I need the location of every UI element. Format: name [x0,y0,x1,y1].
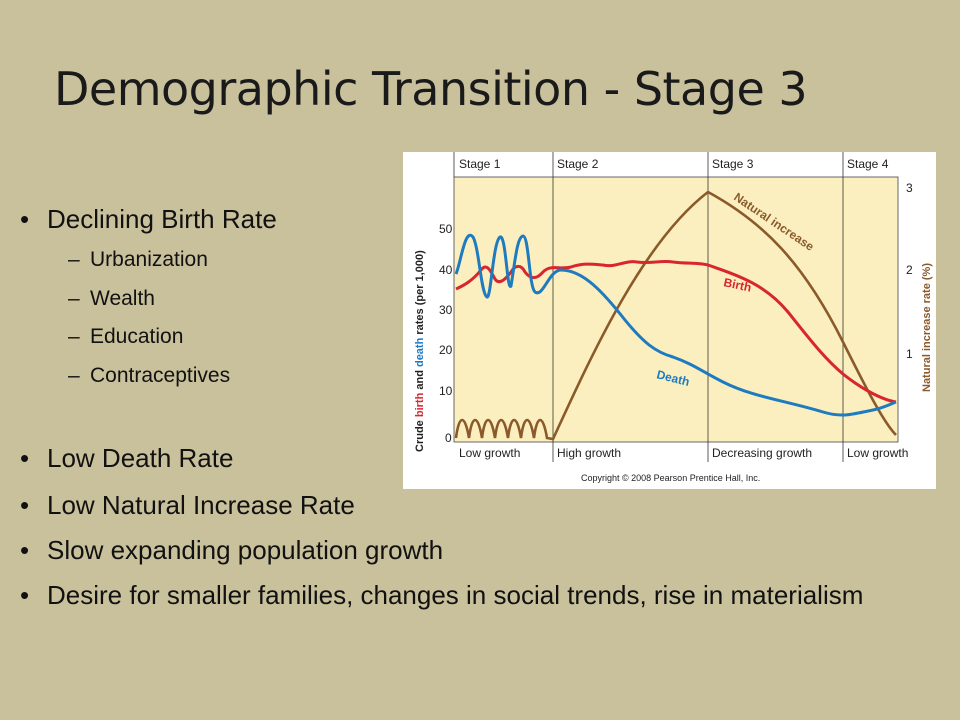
death-rate-line [454,233,897,417]
growth-label: High growth [557,446,621,460]
copyright-text: Copyright © 2008 Pearson Prentice Hall, … [581,473,760,483]
sub-bullet-item: – Contraceptives [68,364,230,388]
birth-label: Birth [722,275,752,295]
demographic-transition-figure: Stage 1 Stage 2 Stage 3 Stage 4 Low grow… [403,152,936,489]
sub-bullet-text: Urbanization [90,248,208,271]
sub-bullet-marker: – [68,248,80,271]
stage-label: Stage 3 [712,157,754,171]
bullet-item: • Slow expanding population growth [20,535,443,566]
left-tick-label: 0 [445,431,452,445]
bullet-marker: • [20,535,30,565]
bullet-marker: • [20,490,30,520]
left-tick-label: 10 [439,384,453,398]
stage-label: Stage 1 [459,157,501,171]
bullet-text: Low Death Rate [47,443,234,473]
right-axis-title: Natural increase rate (%) [921,263,933,392]
sub-bullet-text: Contraceptives [90,364,231,387]
bullet-marker: • [20,204,30,234]
sub-bullet-text: Wealth [90,287,155,310]
bullet-text: Desire for smaller families, changes in … [47,580,864,610]
sub-bullet-item: – Urbanization [68,248,208,272]
left-tick-label: 40 [439,263,453,277]
bullet-item: • Low Death Rate [20,443,233,474]
sub-bullet-text: Education [90,325,184,348]
stage-label: Stage 2 [557,157,599,171]
left-tick-label: 50 [439,222,453,236]
bullet-item: • Declining Birth Rate [20,204,277,235]
sub-bullet-item: – Wealth [68,287,155,311]
left-axis-title: Crude birth and death rates (per 1,000) [414,250,426,452]
right-tick-label: 3 [906,181,913,195]
bullet-item: • Desire for smaller families, changes in… [20,580,867,611]
bullet-text: Slow expanding population growth [47,535,444,565]
birth-rate-line [455,259,897,404]
sub-bullet-item: – Education [68,325,183,349]
sub-bullet-marker: – [68,364,80,387]
slide-title: Demographic Transition - Stage 3 [54,62,808,116]
bullet-text: Low Natural Increase Rate [47,490,355,520]
left-tick-label: 30 [439,303,453,317]
growth-label: Decreasing growth [712,446,812,460]
figure-svg: Stage 1 Stage 2 Stage 3 Stage 4 Low grow… [403,152,936,489]
growth-label: Low growth [459,446,520,460]
plot-panel [454,177,898,442]
bullet-text: Declining Birth Rate [47,204,277,234]
stage-label: Stage 4 [847,157,889,171]
sub-bullet-marker: – [68,287,80,310]
bullet-item: • Low Natural Increase Rate [20,490,355,521]
growth-label: Low growth [847,446,908,460]
sub-bullet-marker: – [68,325,80,348]
right-tick-label: 2 [906,263,913,277]
natural-increase-line [454,190,897,441]
right-tick-label: 1 [906,347,913,361]
left-tick-label: 20 [439,343,453,357]
bullet-marker: • [20,580,30,610]
bullet-marker: • [20,443,30,473]
